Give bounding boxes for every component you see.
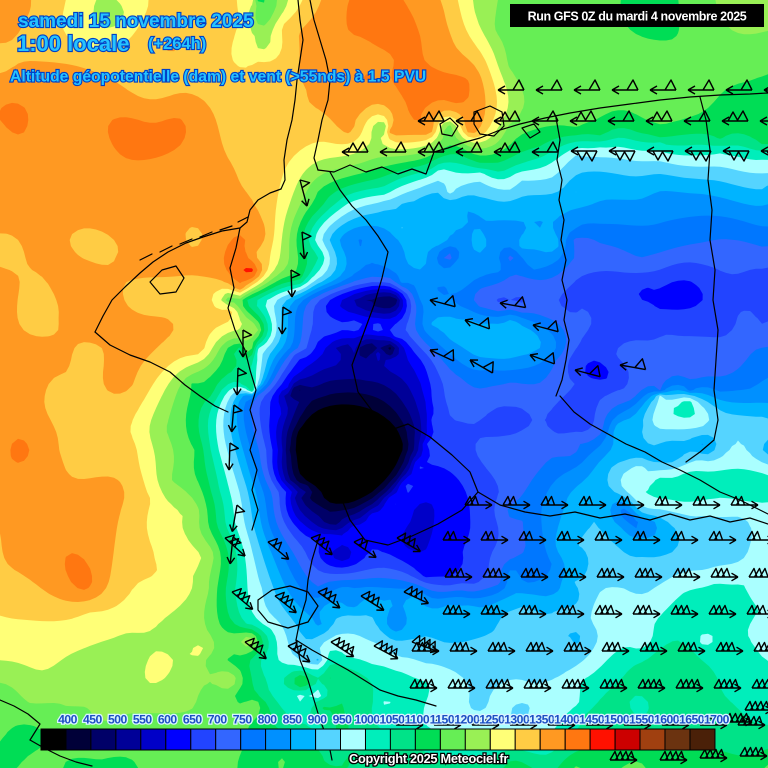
svg-text:1600: 1600 xyxy=(654,713,680,727)
svg-text:750: 750 xyxy=(233,713,253,727)
svg-text:900: 900 xyxy=(308,713,328,727)
svg-text:700: 700 xyxy=(208,713,228,727)
svg-text:Altitude géopotentielle (dam): Altitude géopotentielle (dam) et vent (>… xyxy=(10,69,426,86)
svg-text:Copyright 2025 Meteociel.fr: Copyright 2025 Meteociel.fr xyxy=(349,751,508,766)
svg-text:1650: 1650 xyxy=(679,713,705,727)
svg-text:1550: 1550 xyxy=(629,713,655,727)
svg-text:1:00 locale: 1:00 locale xyxy=(17,31,130,56)
svg-text:650: 650 xyxy=(183,713,203,727)
svg-text:600: 600 xyxy=(158,713,178,727)
svg-text:1450: 1450 xyxy=(579,713,605,727)
svg-text:550: 550 xyxy=(133,713,153,727)
svg-text:500: 500 xyxy=(108,713,128,727)
svg-text:1100: 1100 xyxy=(405,713,430,727)
svg-text:Run GFS 0Z du mardi 4 novembre: Run GFS 0Z du mardi 4 novembre 2025 xyxy=(528,10,747,24)
svg-text:400: 400 xyxy=(58,713,78,727)
svg-text:1050: 1050 xyxy=(379,713,405,727)
svg-text:1250: 1250 xyxy=(479,713,505,727)
svg-text:950: 950 xyxy=(333,713,353,727)
svg-text:1500: 1500 xyxy=(604,713,630,727)
svg-text:samedi 15 novembre 2025: samedi 15 novembre 2025 xyxy=(18,11,254,32)
svg-text:450: 450 xyxy=(83,713,103,727)
svg-text:850: 850 xyxy=(283,713,303,727)
svg-text:1400: 1400 xyxy=(554,713,580,727)
svg-text:1700: 1700 xyxy=(704,713,730,727)
svg-text:1000: 1000 xyxy=(354,713,380,727)
svg-text:(+264h): (+264h) xyxy=(148,35,206,53)
svg-text:1150: 1150 xyxy=(430,713,455,727)
svg-text:800: 800 xyxy=(258,713,278,727)
svg-text:1300: 1300 xyxy=(504,713,530,727)
svg-text:1200: 1200 xyxy=(454,713,480,727)
svg-text:1350: 1350 xyxy=(529,713,555,727)
